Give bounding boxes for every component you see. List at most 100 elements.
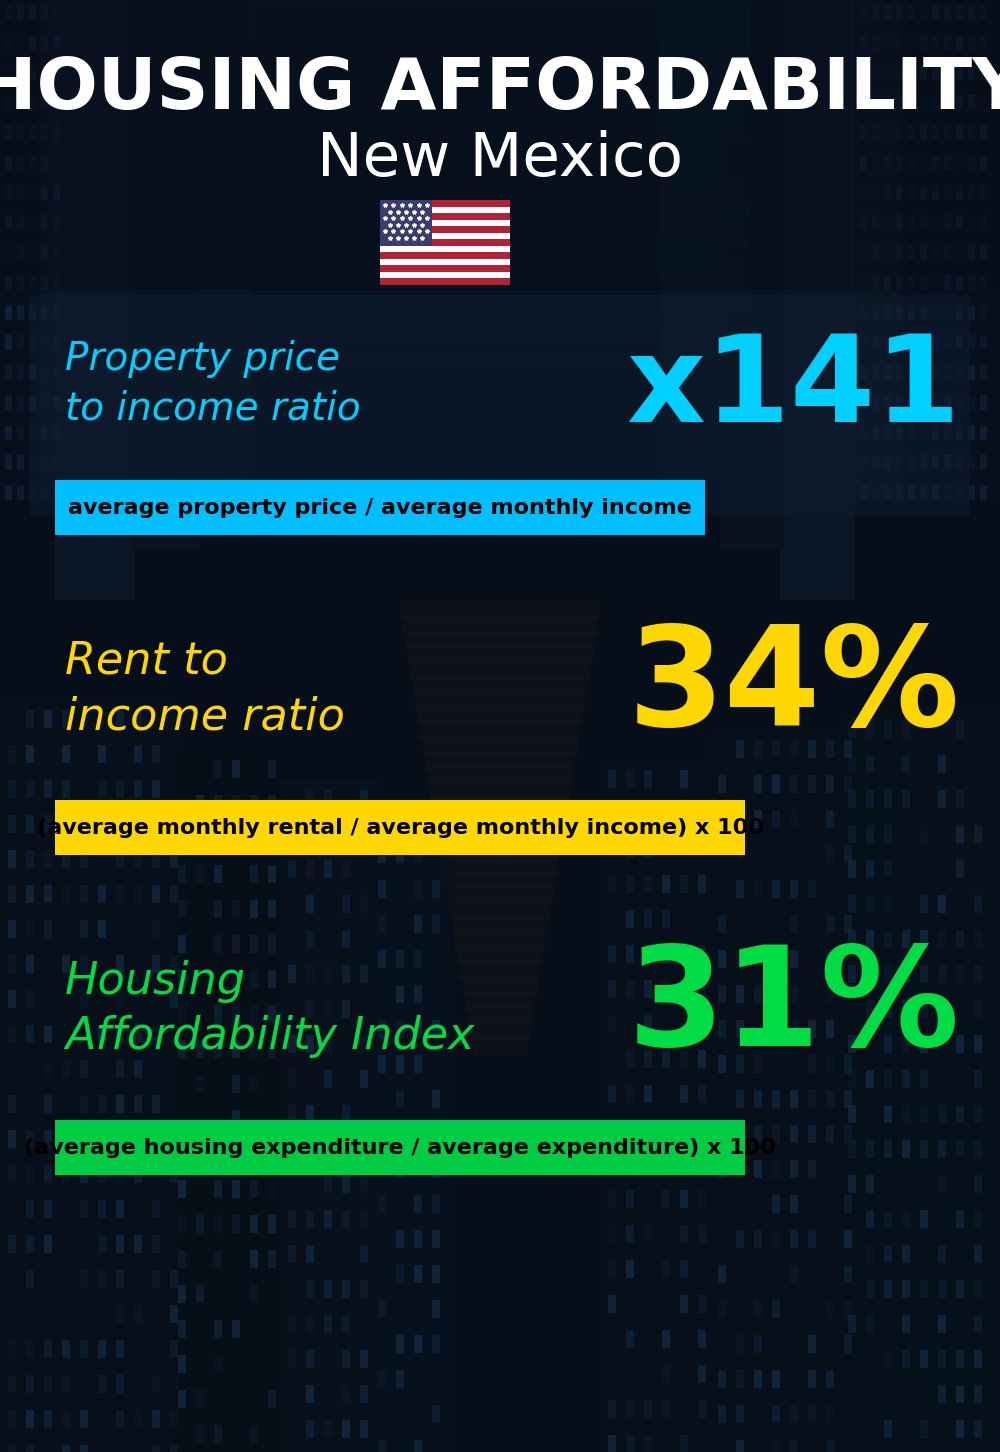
Bar xyxy=(468,1005,533,1025)
Bar xyxy=(938,1105,946,1122)
Text: (average monthly rental / average monthly income) x 100: (average monthly rental / average monthl… xyxy=(37,817,763,838)
Bar xyxy=(626,876,634,893)
Bar xyxy=(772,1440,780,1452)
Bar xyxy=(53,274,60,290)
Bar xyxy=(380,206,510,213)
Bar xyxy=(840,710,1000,1452)
Bar xyxy=(26,1410,34,1427)
Bar xyxy=(698,804,706,823)
Bar xyxy=(826,1125,834,1143)
Bar xyxy=(396,1334,404,1353)
Bar xyxy=(808,1125,816,1143)
Bar xyxy=(29,125,36,139)
Bar xyxy=(5,425,12,440)
Bar xyxy=(920,1210,928,1228)
Bar xyxy=(8,990,16,1008)
Bar xyxy=(844,1125,852,1143)
Bar xyxy=(17,215,24,229)
Bar xyxy=(378,1371,386,1388)
Bar xyxy=(250,831,258,848)
Bar xyxy=(932,485,939,499)
Bar xyxy=(920,125,927,139)
Bar xyxy=(956,1420,964,1437)
Bar xyxy=(920,35,927,49)
Bar xyxy=(848,860,856,878)
Bar xyxy=(17,305,24,319)
Bar xyxy=(116,1410,124,1427)
Bar xyxy=(178,1355,186,1374)
Bar xyxy=(872,335,879,350)
Bar xyxy=(884,1210,892,1228)
Bar xyxy=(29,274,36,290)
Bar xyxy=(944,425,951,440)
Bar xyxy=(920,825,928,844)
Bar xyxy=(360,1210,368,1228)
Bar xyxy=(736,950,744,968)
Bar xyxy=(116,710,124,727)
Bar xyxy=(414,810,422,828)
Bar xyxy=(250,150,750,154)
Bar xyxy=(250,25,750,29)
Bar xyxy=(808,1019,816,1038)
Bar xyxy=(626,1085,634,1104)
Bar xyxy=(414,1334,422,1353)
Bar xyxy=(644,1225,652,1243)
Bar xyxy=(902,1210,910,1228)
Bar xyxy=(196,865,204,883)
Bar xyxy=(872,454,879,470)
Bar xyxy=(396,984,404,1003)
Bar xyxy=(342,860,350,878)
Bar xyxy=(680,1050,688,1069)
Bar xyxy=(884,720,892,738)
Bar xyxy=(920,1420,928,1437)
Bar xyxy=(980,335,987,350)
Bar xyxy=(360,1350,368,1368)
Bar xyxy=(718,1371,726,1388)
Bar xyxy=(790,775,798,793)
Bar xyxy=(772,741,780,758)
Bar xyxy=(55,0,135,600)
Bar xyxy=(232,1109,240,1128)
Bar xyxy=(8,815,16,833)
Bar xyxy=(932,125,939,139)
Bar xyxy=(698,1191,706,1208)
Bar xyxy=(396,1265,404,1284)
Bar xyxy=(826,1090,834,1108)
Bar xyxy=(423,735,578,755)
Bar xyxy=(62,849,70,868)
Bar xyxy=(324,1175,332,1194)
Bar xyxy=(250,319,750,324)
Bar xyxy=(306,1420,314,1437)
Bar xyxy=(414,845,422,862)
Bar xyxy=(232,970,240,987)
Bar xyxy=(680,980,688,998)
Bar xyxy=(98,1340,106,1358)
Text: x141: x141 xyxy=(626,330,960,447)
Bar xyxy=(626,1330,634,1347)
Bar xyxy=(872,4,879,20)
Bar xyxy=(956,4,963,20)
Bar xyxy=(250,81,750,86)
Bar xyxy=(432,880,440,897)
Bar xyxy=(250,290,750,296)
Bar xyxy=(790,915,798,934)
Bar xyxy=(420,720,580,741)
Bar xyxy=(980,425,987,440)
Bar xyxy=(920,1140,928,1159)
Bar xyxy=(848,1105,856,1122)
Bar xyxy=(250,331,750,337)
Bar xyxy=(884,1140,892,1159)
Bar xyxy=(250,177,750,183)
Bar xyxy=(956,184,963,200)
Bar xyxy=(884,335,891,350)
Bar xyxy=(920,1070,928,1088)
Bar xyxy=(414,1440,422,1452)
Bar xyxy=(780,0,855,600)
Bar xyxy=(980,274,987,290)
Bar xyxy=(938,894,946,913)
Bar xyxy=(26,1199,34,1218)
Bar xyxy=(55,1119,745,1175)
Bar xyxy=(396,1056,404,1073)
Bar xyxy=(736,984,744,1003)
Bar xyxy=(938,1140,946,1159)
